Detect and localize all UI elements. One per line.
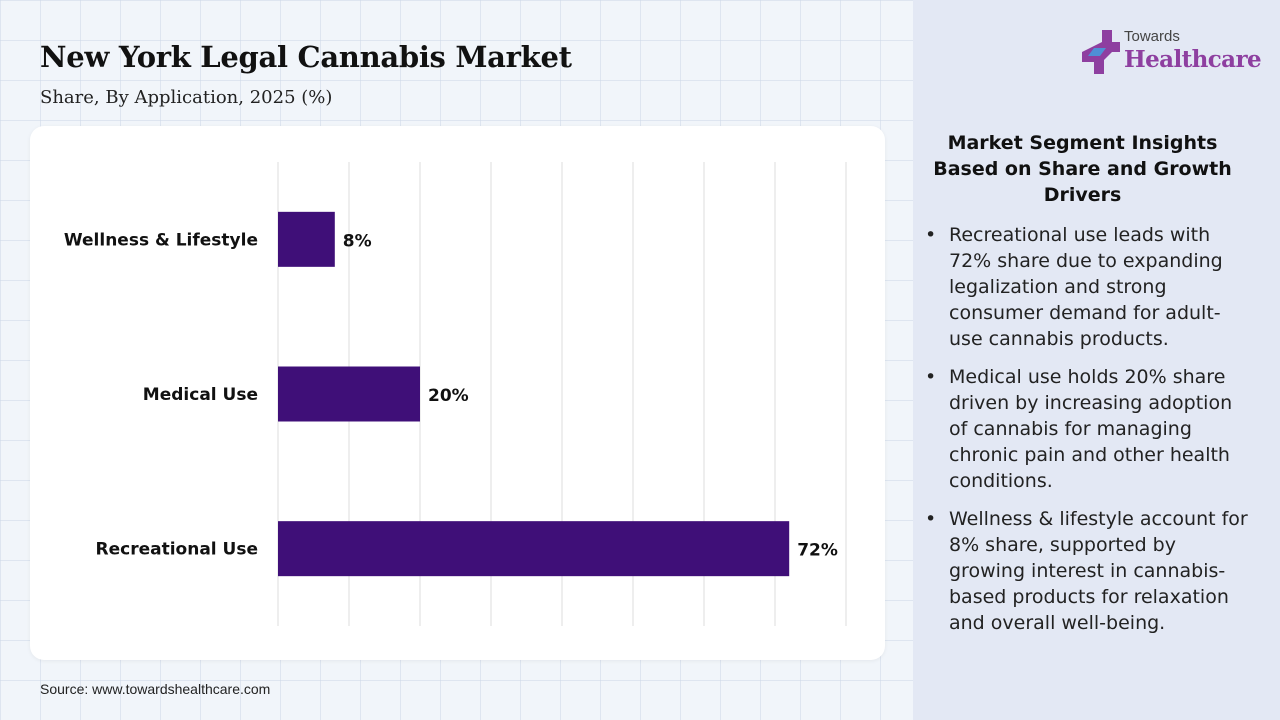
data-label: 8% [343,231,372,251]
bar [278,521,790,577]
insight-item: • Medical use holds 20% share driven by … [925,364,1250,494]
bar-chart: Wellness & Lifestyle 8% Medical Use 20% Recr… [64,162,847,626]
bar [278,366,420,422]
insight-item: • Wellness & lifestyle account for 8% sh… [925,506,1250,636]
insights-list: • Recreational use leads with 72% share … [925,222,1250,648]
insights-title: Market Segment Insights Based on Share a… [933,132,1232,206]
source-note: Source: www.towardshealthcare.com [40,681,271,697]
chart-title: New York Legal Cannabis Market [40,40,572,74]
insights-panel [913,0,1280,720]
chart-card: Wellness & Lifestyle 8% Medical Use 20% Recr… [30,126,885,660]
bar [278,211,335,267]
towards-healthcare-logo: Towards Healthcare [1080,28,1262,78]
data-label: 20% [428,386,469,406]
insight-text: Recreational use leads with 72% share du… [949,224,1223,350]
data-label: 72% [797,541,838,561]
category-label: Medical Use [143,385,258,405]
insight-text: Medical use holds 20% share driven by in… [949,366,1233,492]
logo-text-towards: Towards [1124,28,1180,45]
insight-item: • Recreational use leads with 72% share … [925,222,1250,352]
medical-cross-icon [1082,30,1120,74]
chart-subtitle: Share, By Application, 2025 (%) [40,87,333,108]
category-label: Recreational Use [96,540,259,560]
bullet-icon: • [925,508,937,530]
bullet-icon: • [925,366,937,388]
insight-text: Wellness & lifestyle account for 8% shar… [949,508,1248,634]
category-label: Wellness & Lifestyle [64,230,258,250]
logo-text-healthcare: Healthcare [1124,46,1262,73]
bullet-icon: • [925,224,937,246]
